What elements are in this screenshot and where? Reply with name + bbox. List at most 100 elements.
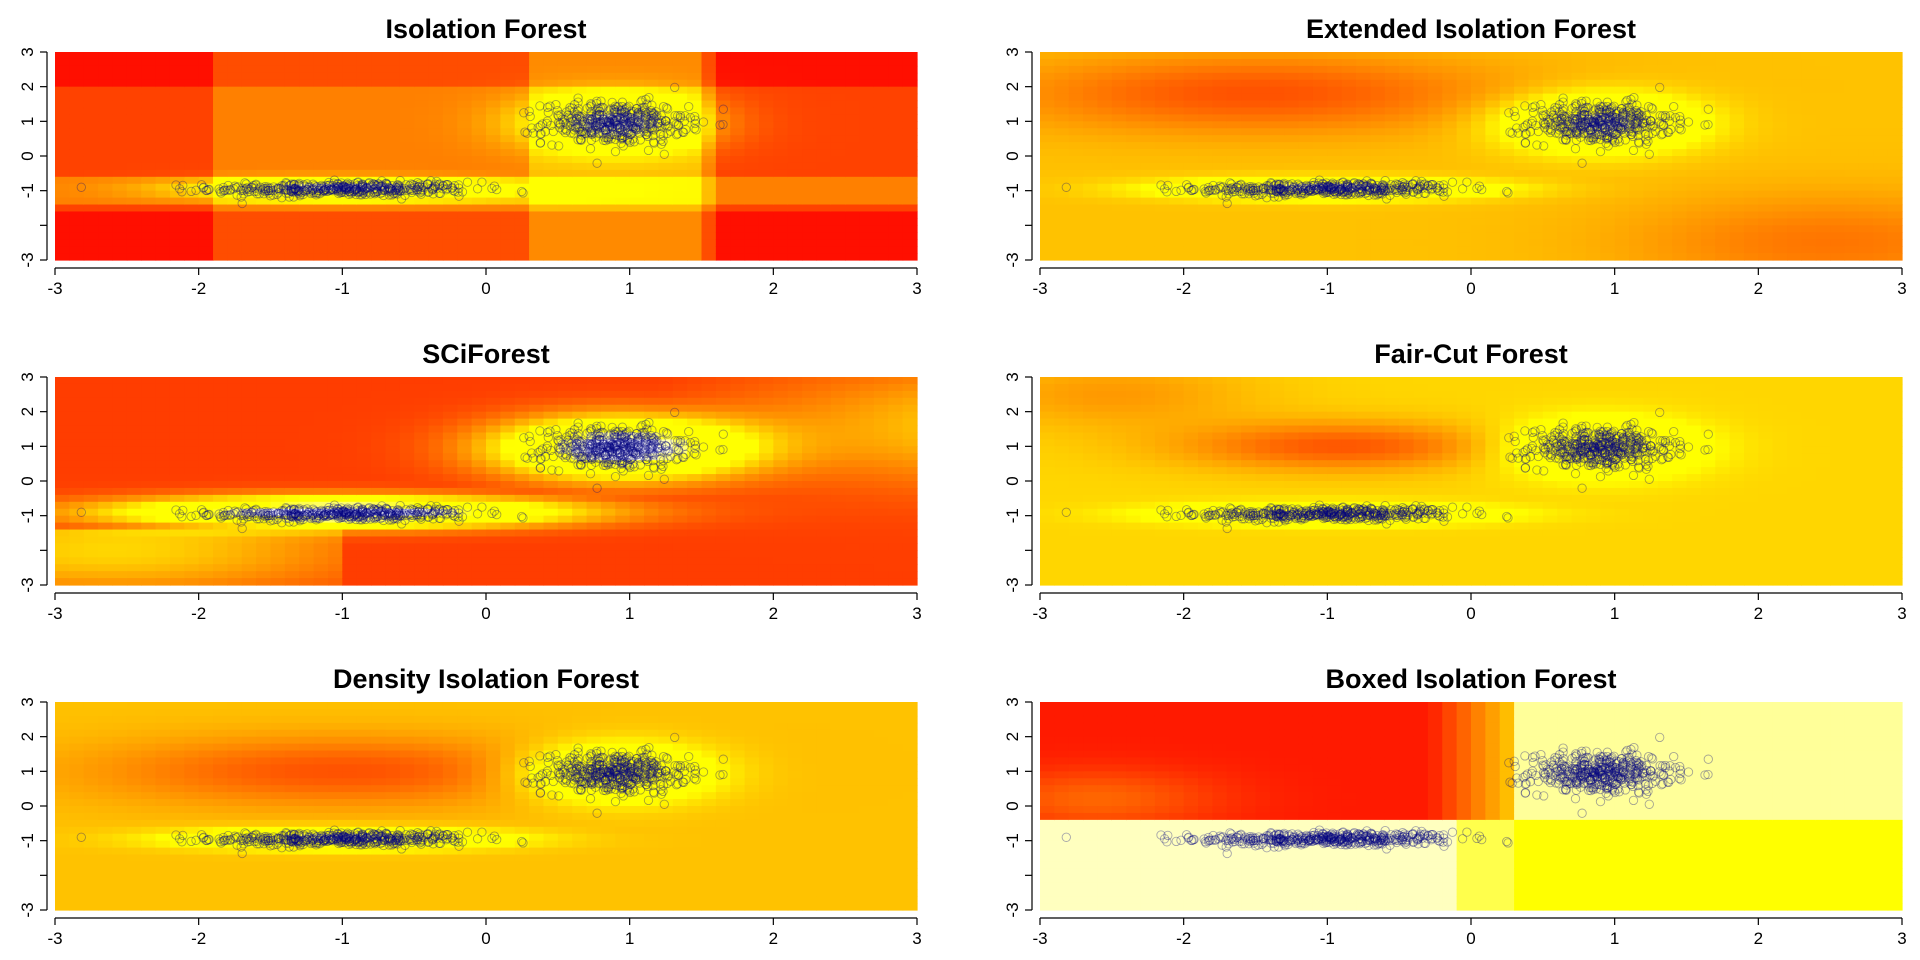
heatmap-cell [557,79,573,88]
heatmap-cell [644,65,659,74]
heatmap-cell [514,253,530,261]
heatmap-cell [471,232,487,240]
heatmap-cell [270,121,286,129]
heatmap-cell [1111,197,1127,206]
heatmap-cell [1111,190,1127,199]
heatmap-cell [600,86,616,95]
heatmap-cell [787,149,803,157]
heatmap-cell [816,58,832,67]
heatmap-cell [859,162,875,171]
heatmap-cell [1327,253,1343,261]
heatmap-cell [1485,211,1501,219]
heatmap-cell [1729,86,1745,95]
heatmap-cell [1715,86,1731,95]
heatmap-cell [486,58,501,67]
heatmap-cell [141,197,157,206]
scatter-point [517,186,527,197]
heatmap-cell [1758,225,1774,233]
heatmap-cell [457,218,473,226]
heatmap-cell [1399,79,1415,88]
heatmap-cell [600,169,616,178]
heatmap-cell [213,162,228,171]
heatmap-cell [1456,58,1472,67]
heatmap-cell [1154,128,1170,136]
heatmap-cell [169,232,185,240]
heatmap-cell [385,128,401,136]
heatmap-cell [644,169,659,178]
heatmap-cell [342,114,358,122]
heatmap-cell [1083,93,1099,102]
heatmap-cell [1183,128,1199,136]
heatmap-cell [758,218,774,226]
heatmap-cell [198,93,214,102]
heatmap-cell [1743,79,1759,88]
heatmap-cell [69,211,85,219]
heatmap-cell [902,79,918,88]
heatmap-cell [1384,169,1400,178]
heatmap-cell [126,246,142,254]
heatmap-cell [1514,156,1530,164]
heatmap-cell [141,52,157,60]
heatmap-cell [859,211,875,219]
heatmap-cell [600,114,616,122]
heatmap-cell [873,114,889,122]
scatter-point [323,181,334,191]
heatmap-cell [327,156,343,164]
heatmap-cell [1715,176,1731,185]
heatmap-cell [1083,149,1099,157]
heatmap-cell [385,107,401,115]
heatmap-cell [1542,65,1558,74]
heatmap-cell [529,58,545,67]
heatmap-cell [1557,149,1573,157]
heatmap-cell [500,121,516,129]
heatmap-cell [1643,218,1659,226]
heatmap-cell [1399,135,1415,143]
heatmap-cell [802,142,818,150]
heatmap-cell [1686,246,1702,254]
heatmap-cell [141,65,157,74]
heatmap-cell [1154,58,1170,67]
heatmap-cell [284,79,300,88]
heatmap-cell [1643,239,1659,247]
heatmap-cell [98,100,114,109]
heatmap-cell [1729,93,1745,102]
heatmap-cell [256,176,272,185]
heatmap-cell [1514,246,1530,254]
heatmap-cell [600,72,616,81]
heatmap-cell [399,176,415,185]
heatmap-cell [888,218,904,226]
heatmap-cell [1298,86,1314,95]
heatmap-cell [1384,162,1400,171]
heatmap-cell [1327,72,1343,81]
heatmap-cell [342,253,358,261]
heatmap-cell [1370,246,1386,254]
heatmap-cell [1643,72,1659,81]
heatmap-cell [773,52,789,60]
heatmap-cell [227,65,243,74]
scatter-point [357,180,368,190]
heatmap-cell [55,218,70,226]
heatmap-cell [902,218,918,226]
heatmap-cell [1542,246,1558,254]
heatmap-cell [1456,176,1472,185]
heatmap-cell [1528,65,1544,74]
heatmap-cell [1040,218,1055,226]
heatmap-cell [758,190,774,199]
scatter-point [279,183,289,193]
heatmap-cell [1126,246,1142,254]
heatmap-cell [1140,135,1156,143]
heatmap-cell [1499,232,1515,240]
heatmap-cell [644,142,659,150]
heatmap-cell [184,142,200,150]
heatmap-cell [1442,65,1458,74]
scatter-point [379,185,389,195]
heatmap-cell [227,114,243,122]
heatmap-cell [1600,176,1616,185]
heatmap-cell [1571,197,1587,206]
heatmap-cell [543,72,559,81]
heatmap-cell [1183,86,1199,95]
heatmap-cell [213,86,228,95]
heatmap-cell [327,107,343,115]
heatmap-cell [859,121,875,129]
heatmap-cell [1801,100,1817,109]
